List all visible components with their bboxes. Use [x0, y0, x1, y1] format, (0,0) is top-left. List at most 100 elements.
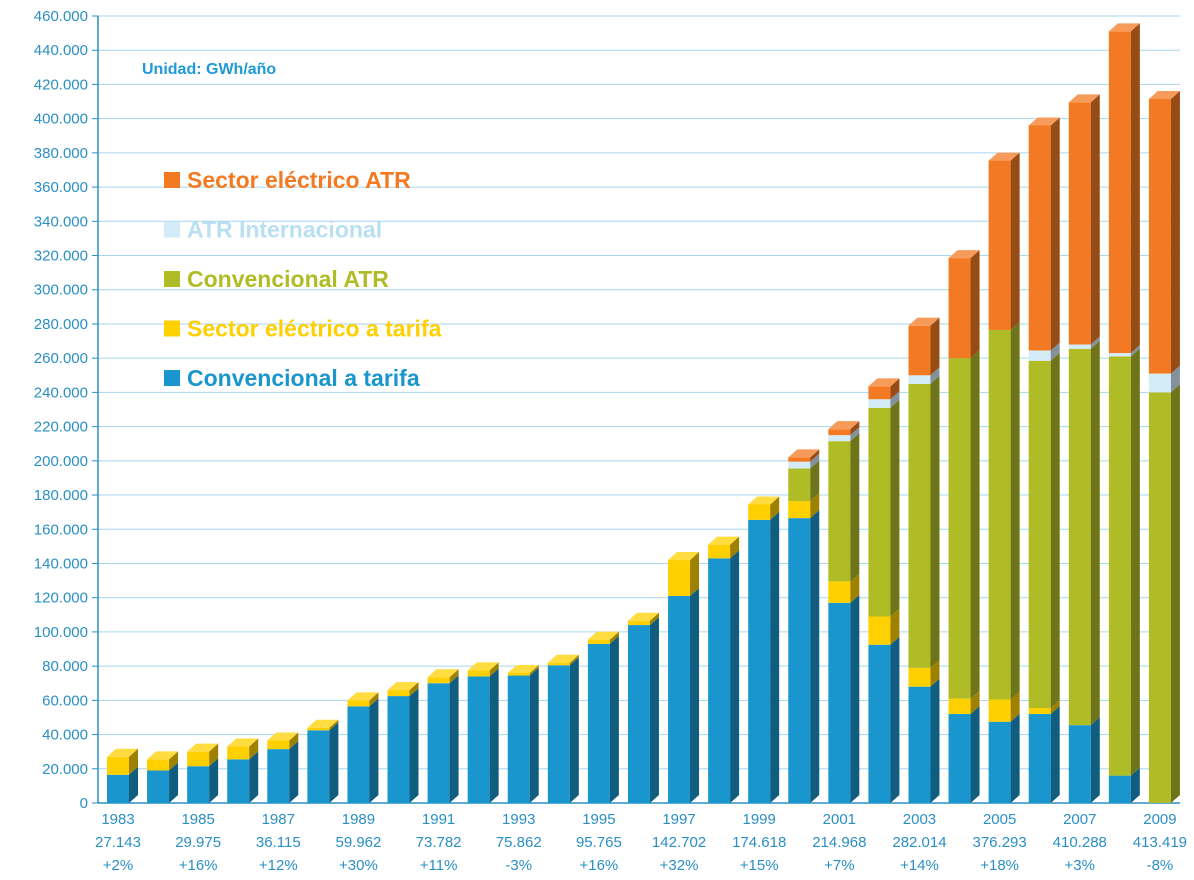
bar-segment	[668, 595, 691, 803]
bar-segment-side	[1010, 713, 1020, 803]
bar-segment	[427, 683, 450, 803]
bar-segment-side	[810, 453, 820, 469]
bar-segment	[1148, 392, 1171, 803]
bar-segment-side	[730, 536, 740, 559]
bar-segment-side	[770, 511, 780, 803]
bar-segment-side	[1130, 345, 1140, 357]
bar-segment	[1028, 714, 1051, 803]
bar-segment-side	[209, 758, 219, 803]
bar-top-face	[668, 552, 700, 561]
legend-item: Convencional a tarifa	[164, 365, 420, 391]
x-total-label: 95.765	[576, 834, 622, 851]
x-year-label: 2003	[903, 811, 936, 828]
bar-stack	[708, 536, 740, 803]
bar-segment	[668, 560, 691, 596]
bar-segment-side	[209, 743, 219, 767]
x-total-label: 413.419	[1133, 834, 1187, 851]
bar-segment	[187, 766, 210, 803]
y-tick-label: 220.000	[34, 419, 88, 436]
bar-segment	[788, 457, 811, 462]
bar-segment-side	[1050, 700, 1060, 715]
bar-segment-side	[529, 667, 539, 803]
bar-top-face	[828, 421, 860, 430]
bar-stack	[908, 317, 940, 803]
y-tick-label: 460.000	[34, 8, 88, 25]
legend-item: Convencional ATR	[164, 266, 389, 292]
bar-stack	[427, 669, 459, 803]
y-tick-label: 100.000	[34, 624, 88, 641]
bar-top-face	[708, 536, 740, 545]
bar-segment	[748, 504, 771, 520]
x-year-label: 1987	[262, 811, 295, 828]
bars	[107, 23, 1180, 803]
bar-segment	[547, 662, 570, 666]
legend-label: Convencional ATR	[187, 266, 389, 292]
bar-top-face	[427, 669, 459, 678]
bar-segment-side	[850, 433, 860, 582]
legend-label: Sector eléctrico ATR	[187, 167, 411, 193]
bar-segment	[427, 677, 450, 684]
x-total-label: 75.862	[496, 834, 542, 851]
y-tick-label: 340.000	[34, 213, 88, 230]
bar-segment	[107, 756, 129, 775]
bar-segment	[347, 700, 370, 707]
bar-segment	[828, 429, 851, 436]
x-change-label: +2%	[103, 857, 133, 874]
bar-segment	[708, 558, 731, 803]
bar-segment-side	[850, 573, 860, 603]
x-total-label: 59.962	[335, 834, 381, 851]
y-tick-label: 0	[80, 795, 88, 812]
legend-swatch	[164, 320, 180, 337]
bar-segment-side	[970, 690, 980, 715]
bar-segment	[147, 770, 170, 803]
bar-segment-side	[409, 688, 419, 803]
x-change-label: +16%	[579, 857, 618, 874]
bar-stack	[1028, 117, 1060, 803]
bar-segment	[187, 751, 210, 767]
bar-segment	[908, 686, 931, 803]
bar-segment-side	[1130, 23, 1140, 354]
bar-segment-side	[1050, 117, 1060, 351]
bar-segment	[1108, 353, 1131, 357]
bar-stack	[868, 378, 900, 803]
x-label-group: 2001 214.968 +7%	[812, 811, 866, 874]
x-label-group: 1983 27.143 +2%	[95, 811, 141, 874]
bar-segment-side	[970, 250, 980, 359]
x-year-label: 1999	[742, 811, 775, 828]
bar-segment-side	[810, 449, 820, 462]
legend-swatch	[164, 172, 180, 188]
bar-top-face	[347, 692, 379, 701]
bar-top-face	[748, 496, 780, 505]
bar-segment	[1028, 125, 1051, 351]
bar-segment	[828, 441, 851, 582]
x-change-label: +18%	[980, 857, 1019, 874]
bar-stack	[948, 250, 980, 803]
bar-stack	[227, 738, 259, 803]
bar-top-face	[988, 152, 1020, 161]
bar-segment-side	[449, 675, 459, 803]
bar-stack	[1108, 23, 1140, 803]
y-tick-label: 160.000	[34, 521, 88, 538]
x-label-group: 2003 282.014 +14%	[892, 811, 946, 874]
bar-segment-side	[1130, 767, 1140, 803]
bar-segment-side	[770, 496, 780, 520]
bar-top-face	[948, 250, 980, 259]
bar-top-face	[467, 662, 499, 671]
bar-segment-side	[850, 421, 860, 436]
x-label-group: 2005 376.293 +18%	[973, 811, 1027, 874]
bar-segment-side	[810, 510, 820, 803]
x-label-group: 1993 75.862 -3%	[496, 811, 542, 874]
y-tick-label: 400.000	[34, 111, 88, 128]
x-year-label: 1983	[101, 811, 134, 828]
bar-segment-side	[1130, 348, 1140, 776]
bar-segment-side	[1010, 691, 1020, 722]
x-label-group: 1985 29.975 +16%	[175, 811, 221, 874]
bar-top-face	[547, 654, 579, 663]
y-tick-label: 60.000	[42, 692, 88, 709]
bar-segment	[307, 727, 330, 731]
x-year-label: 2007	[1063, 811, 1096, 828]
bar-segment-side	[810, 460, 820, 502]
bar-segment-side	[690, 587, 700, 803]
bar-stack	[668, 552, 700, 803]
